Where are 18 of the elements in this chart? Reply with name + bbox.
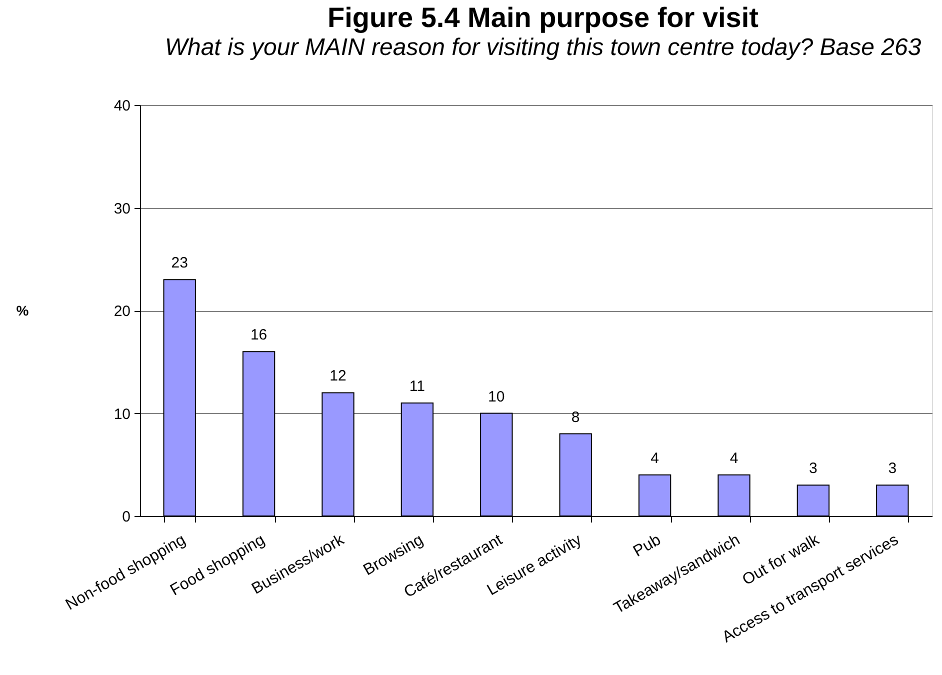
y-tick-label: 30 [114, 200, 130, 218]
data-label: 3 [809, 460, 818, 478]
y-tick-label: 40 [114, 98, 130, 114]
chart-subtitle: What is your MAIN reason for visiting this town centre today? Base 263 [164, 34, 922, 61]
data-label: 4 [650, 450, 659, 467]
data-label: 11 [409, 378, 425, 395]
data-label: 16 [250, 326, 268, 344]
y-tick-label: 0 [122, 508, 130, 526]
data-label: 12 [330, 368, 346, 385]
data-label: 23 [171, 254, 188, 272]
data-label: 10 [488, 388, 505, 406]
data-label: 8 [571, 408, 580, 426]
data-label: 3 [888, 460, 897, 478]
y-axis-title: % [16, 302, 30, 318]
y-tick-label: 20 [114, 303, 130, 320]
y-tick-label: 10 [114, 406, 130, 423]
data-label: 4 [730, 450, 738, 467]
chart-title: Figure 5.4 Main purpose for visit [328, 2, 758, 33]
